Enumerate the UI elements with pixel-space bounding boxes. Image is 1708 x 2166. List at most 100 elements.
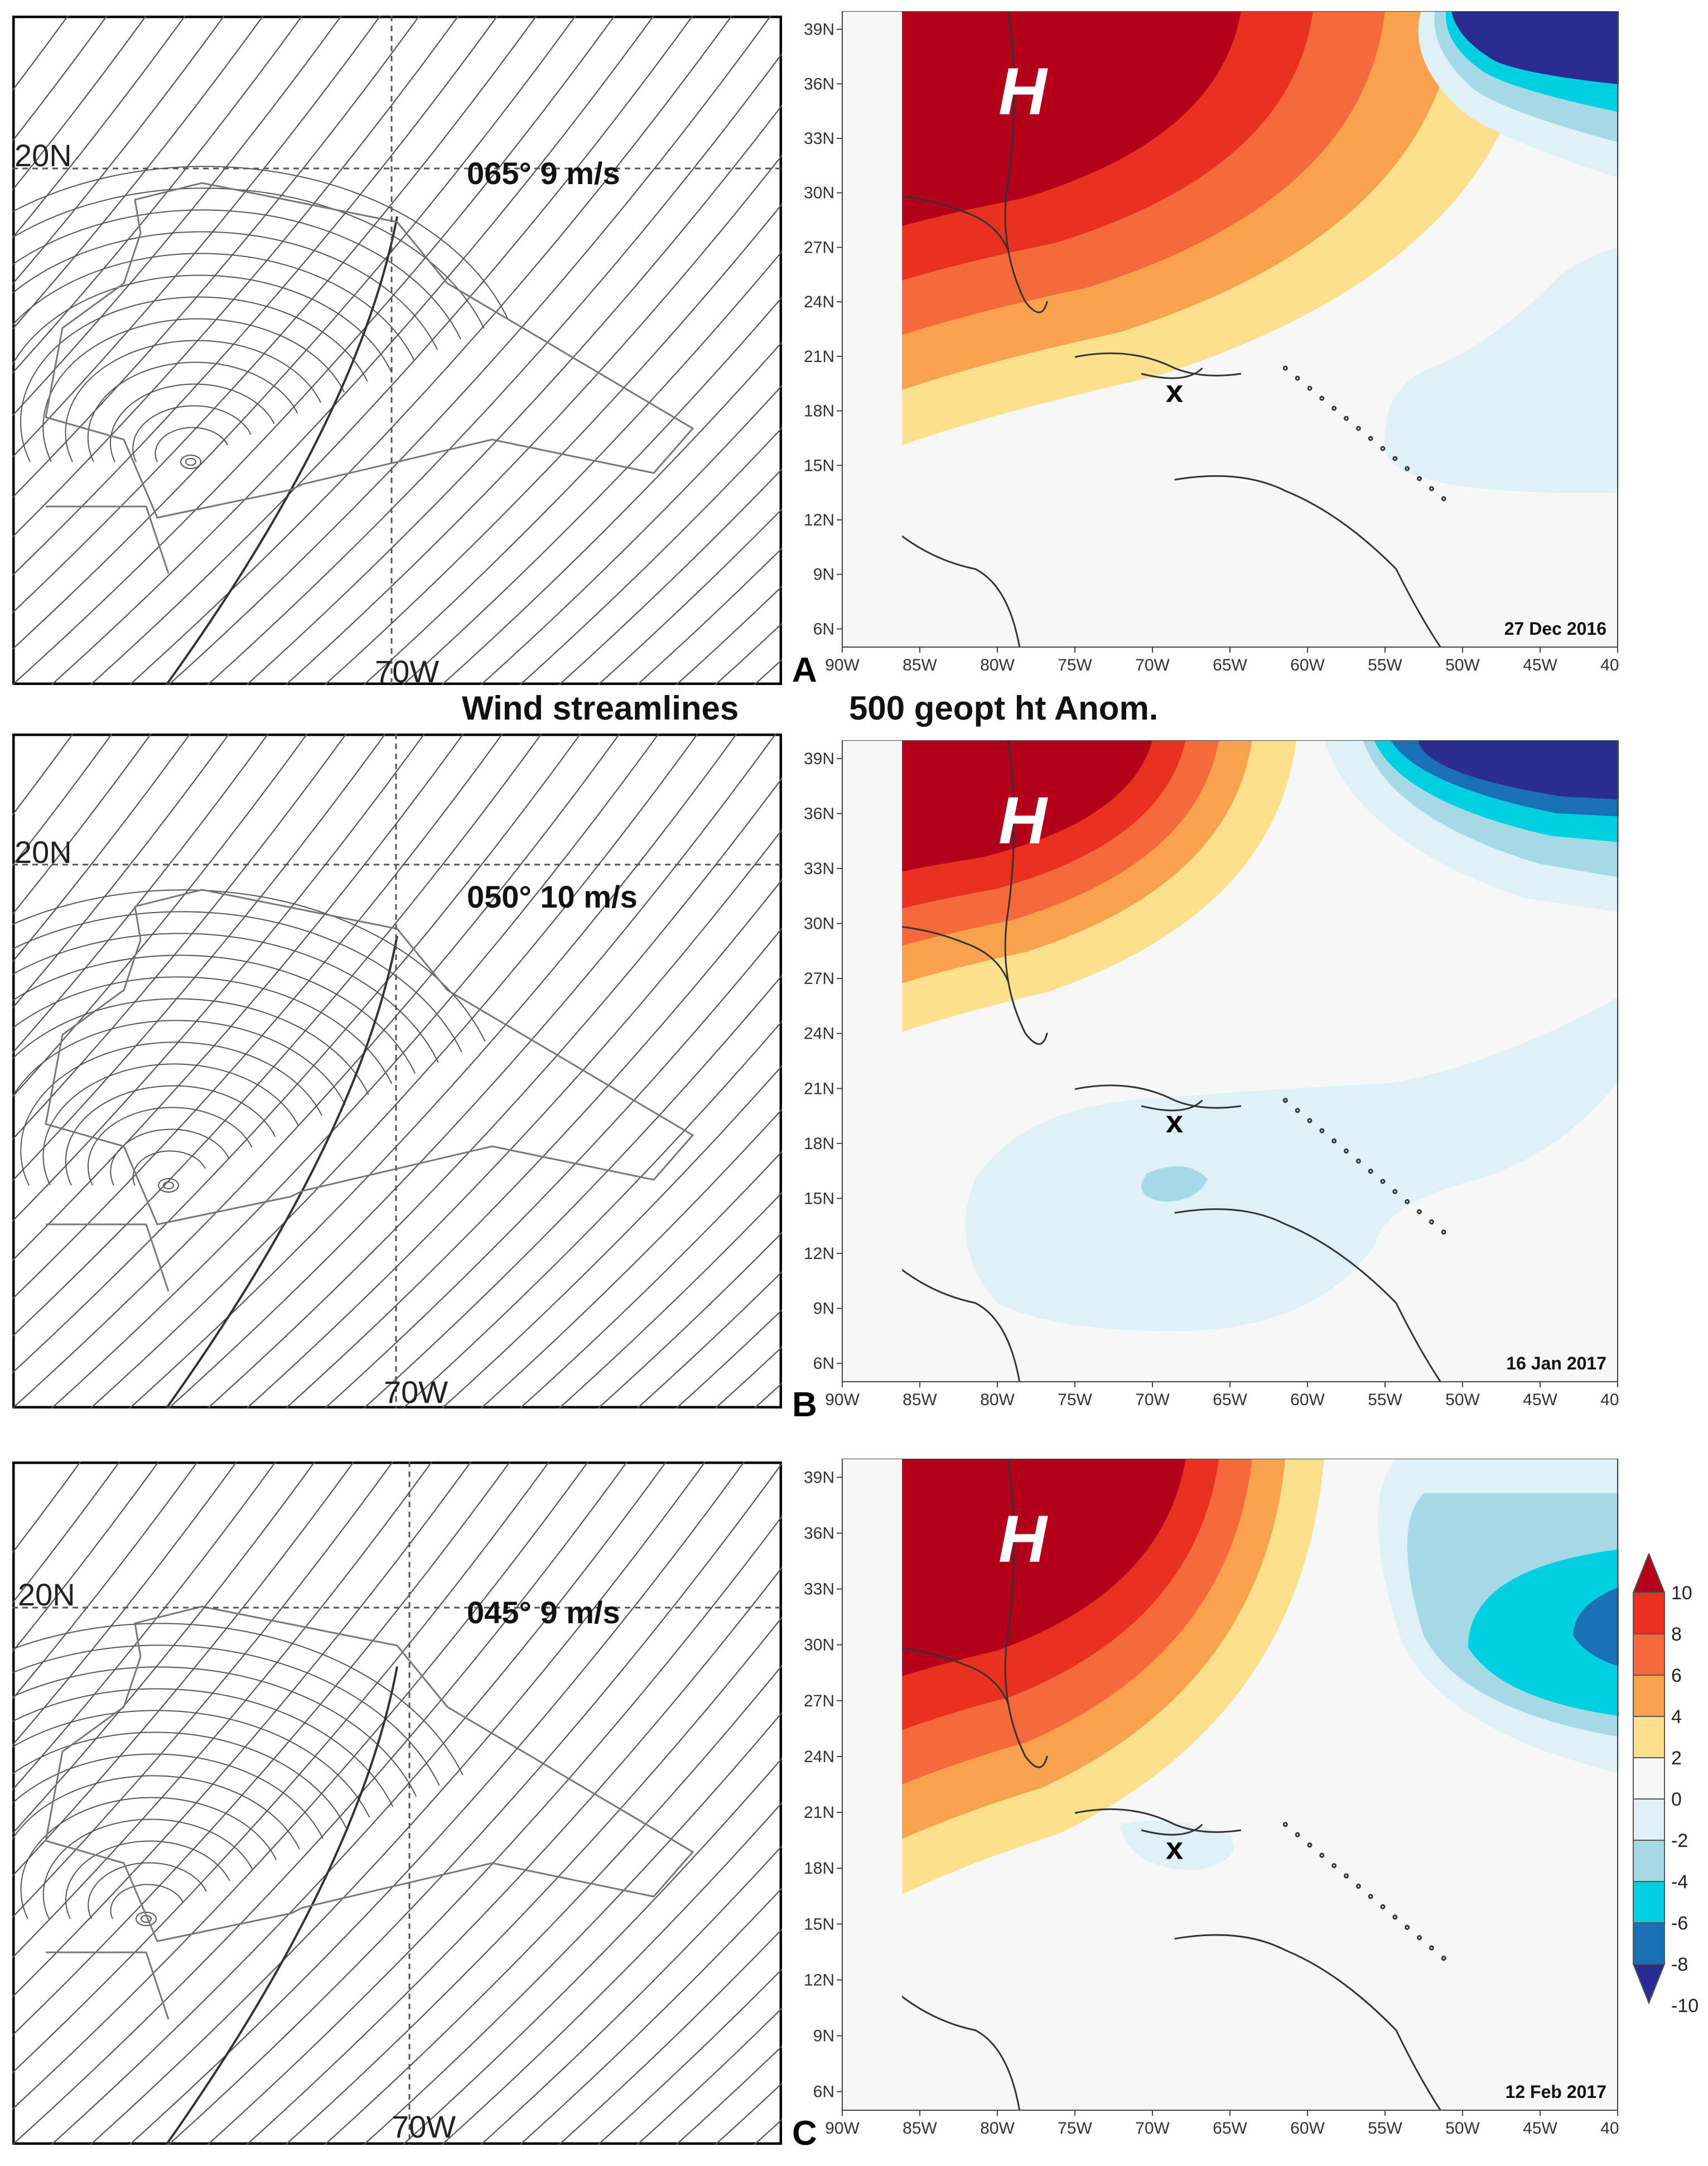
streamlines bbox=[12, 1461, 782, 2145]
lat-tick-label: 15N bbox=[804, 456, 834, 475]
location-marker: x bbox=[1166, 373, 1183, 408]
lon-tick-label: 55W bbox=[1368, 1391, 1402, 1409]
lat-tick-label: 9N bbox=[813, 2027, 834, 2046]
lat-tick-label: 24N bbox=[804, 293, 834, 311]
lat-tick-label: 21N bbox=[804, 348, 834, 366]
lon-tick-label: 85W bbox=[903, 656, 937, 674]
colorbar-tick-label: 0 bbox=[1671, 1789, 1682, 1810]
location-marker: x bbox=[1166, 1104, 1183, 1139]
lat-tick-label: 27N bbox=[804, 238, 834, 257]
lat-20n-label: 20N bbox=[15, 138, 72, 173]
lat-tick-label: 30N bbox=[804, 1636, 834, 1654]
lon-70w-label: 70W bbox=[384, 1374, 448, 1408]
lat-tick-label: 33N bbox=[804, 129, 834, 148]
panel-letter: A bbox=[792, 651, 817, 689]
streamlines bbox=[12, 734, 782, 1408]
high-pressure-label: H bbox=[998, 783, 1048, 858]
lat-tick-label: 18N bbox=[804, 402, 834, 421]
lon-tick-label: 70W bbox=[1135, 2119, 1170, 2138]
colorbar-tick-label: -10 bbox=[1671, 1995, 1699, 2017]
lat-tick-label: 30N bbox=[804, 915, 834, 933]
streamline-panel-a: 20N 70W 065° 9 m/s bbox=[12, 16, 782, 685]
lat-tick-label: 12N bbox=[804, 1244, 834, 1263]
land-boundary bbox=[45, 182, 694, 574]
land-boundary bbox=[45, 1605, 694, 2020]
lon-tick-label: 85W bbox=[903, 1391, 937, 1409]
lat-tick-label: 33N bbox=[804, 1580, 834, 1599]
lon-tick-label: 75W bbox=[1058, 1391, 1092, 1409]
geopotential-map-b: 39N 36N 33N 30N 27N 24N 21N 18N 15N 12N 9N 6N 90W 85W… bbox=[792, 740, 1619, 1424]
wind-direction-speed: 045° 9 m/s bbox=[467, 1595, 620, 1630]
lat-tick-label: 36N bbox=[804, 75, 834, 93]
lat-tick-label: 24N bbox=[804, 1025, 834, 1043]
lon-tick-label: 90W bbox=[825, 2119, 860, 2138]
lon-tick-label: 55W bbox=[1368, 2119, 1402, 2138]
lat-tick-label: 6N bbox=[813, 2083, 834, 2101]
lon-tick-label: 40W bbox=[1600, 2119, 1619, 2138]
streamline-panel-c: 20N 70W 045° 9 m/s bbox=[12, 1461, 782, 2145]
lon-tick-label: 50W bbox=[1445, 1391, 1480, 1409]
lat-tick-label: 12N bbox=[804, 511, 834, 529]
lat-tick-label: 18N bbox=[804, 1135, 834, 1153]
lat-tick-label: 24N bbox=[804, 1748, 834, 1766]
lat-tick-label: 36N bbox=[804, 804, 834, 823]
lon-tick-label: 70W bbox=[1135, 1391, 1170, 1409]
lon-tick-label: 65W bbox=[1213, 2119, 1247, 2138]
lat-tick-label: 33N bbox=[804, 860, 834, 878]
geopotential-map-a: 39N 36N 33N 30N 27N 24N 21N 18N 15N 12N 9N 6N 90W 85W… bbox=[792, 11, 1619, 689]
lon-tick-label: 60W bbox=[1290, 2119, 1325, 2138]
lon-tick-label: 90W bbox=[825, 1391, 860, 1409]
lon-tick-label: 80W bbox=[980, 1391, 1015, 1409]
lon-tick-label: 85W bbox=[903, 2119, 937, 2138]
lon-tick-label: 65W bbox=[1213, 656, 1247, 674]
streamline-panel-b: 20N 70W 050° 10 m/s bbox=[12, 734, 782, 1408]
land-boundary bbox=[45, 889, 694, 1292]
lat-tick-label: 21N bbox=[804, 1803, 834, 1822]
lat-tick-label: 6N bbox=[813, 620, 834, 638]
streamlines bbox=[12, 16, 782, 685]
lon-tick-label: 55W bbox=[1368, 656, 1402, 674]
map-date-label: 27 Dec 2016 bbox=[1504, 619, 1606, 639]
geopotential-map-c: 39N 36N 33N 30N 27N 24N 21N 18N 15N 12N 9N 6N 90W 85W… bbox=[792, 1459, 1619, 2153]
lon-70w-label: 70W bbox=[375, 654, 439, 685]
lon-tick-label: 45W bbox=[1523, 656, 1557, 674]
lat-tick-label: 15N bbox=[804, 1915, 834, 1933]
colorbar-tick-label: -6 bbox=[1671, 1913, 1688, 1934]
high-pressure-label: H bbox=[998, 54, 1048, 129]
lon-tick-label: 45W bbox=[1523, 2119, 1557, 2138]
wind-streamlines-title: Wind streamlines bbox=[462, 689, 739, 727]
lon-tick-label: 60W bbox=[1290, 1391, 1325, 1409]
lon-tick-label: 75W bbox=[1058, 656, 1092, 674]
panel-letter: C bbox=[792, 2114, 817, 2153]
lon-tick-label: 40W bbox=[1600, 1391, 1619, 1409]
lon-tick-label: 40W bbox=[1600, 656, 1619, 674]
colorbar-tick-label: -8 bbox=[1671, 1954, 1688, 1975]
map-date-label: 12 Feb 2017 bbox=[1506, 2082, 1606, 2102]
colorbar-tick-label: 8 bbox=[1671, 1624, 1682, 1645]
lat-tick-label: 39N bbox=[804, 750, 834, 768]
lon-tick-label: 50W bbox=[1445, 656, 1480, 674]
lat-20n-label: 20N bbox=[18, 1577, 75, 1612]
lat-tick-label: 18N bbox=[804, 1859, 834, 1878]
lon-tick-label: 60W bbox=[1290, 656, 1325, 674]
colorbar-tick-label: 6 bbox=[1671, 1665, 1682, 1686]
colorbar-tick-label: 4 bbox=[1671, 1706, 1682, 1728]
colorbar: 10 8 6 4 2 0 -2 -4 -6 -8 -10 bbox=[1632, 1554, 1699, 2017]
lon-70w-label: 70W bbox=[392, 2109, 456, 2144]
lat-tick-label: 39N bbox=[804, 21, 834, 39]
lon-tick-label: 70W bbox=[1135, 656, 1170, 674]
lon-tick-label: 45W bbox=[1523, 1391, 1557, 1409]
lon-tick-label: 80W bbox=[980, 656, 1015, 674]
lat-tick-label: 21N bbox=[804, 1079, 834, 1098]
lat-tick-label: 6N bbox=[813, 1354, 834, 1373]
colorbar-tick-label: -2 bbox=[1671, 1830, 1688, 1851]
lon-tick-label: 65W bbox=[1213, 1391, 1247, 1409]
lat-tick-label: 9N bbox=[813, 566, 834, 584]
wind-direction-speed: 065° 9 m/s bbox=[467, 156, 620, 191]
panel-letter: B bbox=[792, 1386, 817, 1424]
lat-tick-label: 9N bbox=[813, 1300, 834, 1318]
lat-tick-label: 30N bbox=[804, 184, 834, 202]
lat-tick-label: 36N bbox=[804, 1524, 834, 1542]
geopotential-anomaly-title: 500 geopt ht Anom. bbox=[849, 689, 1159, 727]
map-date-label: 16 Jan 2017 bbox=[1506, 1353, 1606, 1373]
